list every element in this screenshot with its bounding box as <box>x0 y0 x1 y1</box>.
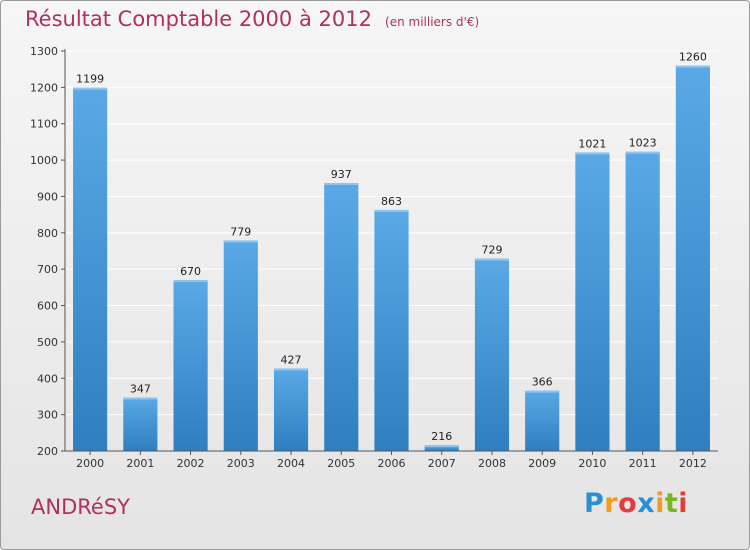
axes <box>61 49 718 455</box>
y-tick-label: 400 <box>37 372 58 385</box>
proxiti-logo: Proxiti <box>584 488 688 519</box>
bar-2012 <box>675 65 710 451</box>
bar-highlight-2001 <box>123 397 158 400</box>
value-label-2002: 670 <box>180 265 201 278</box>
bar-highlight-2003 <box>223 240 258 243</box>
y-tick-label: 200 <box>37 445 58 458</box>
bar-2010 <box>575 152 610 452</box>
x-tick-label-2000: 2000 <box>76 457 104 470</box>
x-tick-label-2009: 2009 <box>528 457 556 470</box>
bar-2005 <box>324 183 359 451</box>
y-tick-label: 600 <box>37 300 58 313</box>
bar-2003 <box>223 240 258 451</box>
bar-2001 <box>123 397 158 451</box>
bar-2006 <box>374 209 409 451</box>
logo-letter: t <box>664 488 679 519</box>
value-label-2012: 1260 <box>679 51 707 64</box>
bar-highlight-2002 <box>173 280 208 283</box>
value-label-2003: 779 <box>230 225 251 238</box>
value-label-2001: 347 <box>130 383 151 396</box>
bar-highlight-2010 <box>575 152 610 155</box>
x-tick-label-2003: 2003 <box>227 457 255 470</box>
town-name: ANDRéSY <box>31 495 130 519</box>
y-tick-label: 700 <box>37 263 58 276</box>
logo-letter: i <box>655 488 665 519</box>
y-tick-label: 500 <box>37 336 58 349</box>
bar-2000 <box>73 87 108 452</box>
logo-letter: P <box>584 488 605 519</box>
x-tick-label-2008: 2008 <box>478 457 506 470</box>
bar-2004 <box>273 368 309 451</box>
bar-highlight-2006 <box>374 209 409 212</box>
bar-2011 <box>625 151 660 451</box>
x-tick-label-2010: 2010 <box>578 457 606 470</box>
bar-highlight-2008 <box>474 258 510 261</box>
bar-2007 <box>424 445 459 451</box>
value-label-2006: 863 <box>381 195 402 208</box>
y-tick-label: 1000 <box>30 154 58 167</box>
value-label-2005: 937 <box>331 168 352 181</box>
logo-letter: i <box>678 488 689 519</box>
bar-highlight-2000 <box>73 87 108 90</box>
y-tick-label: 800 <box>37 227 58 240</box>
bar-highlight-2011 <box>625 151 660 154</box>
chart-title: Résultat Comptable 2000 à 2012 <box>25 7 372 31</box>
bars <box>73 65 710 452</box>
x-tick-label-2011: 2011 <box>629 457 657 470</box>
bar-2009 <box>525 390 560 451</box>
x-tick-label-2006: 2006 <box>378 457 406 470</box>
x-tick-label-2005: 2005 <box>327 457 355 470</box>
value-label-2007: 216 <box>431 430 452 443</box>
x-tick-label-2002: 2002 <box>177 457 205 470</box>
bar-highlight-2005 <box>324 183 359 185</box>
x-tick-label-2007: 2007 <box>428 457 456 470</box>
bar-highlight-2004 <box>273 368 309 371</box>
chart-title-block: Résultat Comptable 2000 à 2012 (en milli… <box>25 7 479 31</box>
y-tick-label: 1100 <box>30 118 58 131</box>
bar-highlight-2009 <box>525 390 560 393</box>
logo-letter: r <box>604 488 619 519</box>
bar-2002 <box>173 280 208 451</box>
y-tick-label: 1300 <box>30 45 58 58</box>
y-tick-label: 1200 <box>30 81 58 94</box>
bar-highlight-2012 <box>675 65 710 68</box>
logo-letter: o <box>618 488 638 519</box>
y-tick-label: 300 <box>37 409 58 422</box>
x-tick-label-2001: 2001 <box>126 457 154 470</box>
value-label-2010: 1021 <box>578 137 606 150</box>
value-label-2008: 729 <box>481 244 502 257</box>
value-label-2009: 366 <box>532 376 553 389</box>
bar-2008 <box>474 258 510 451</box>
x-tick-label-2012: 2012 <box>679 457 707 470</box>
logo-letter: x <box>637 488 656 519</box>
value-label-2000: 1199 <box>76 73 104 86</box>
y-tick-label: 900 <box>37 190 58 203</box>
value-label-2004: 427 <box>281 353 302 366</box>
chart-subtitle: (en milliers d'€) <box>385 15 480 29</box>
x-tick-label-2004: 2004 <box>277 457 305 470</box>
bar-highlight-2007 <box>424 445 459 448</box>
labels: 200 300 400 500 600 700 800 900 1000 1100 1200 1300… <box>30 45 707 470</box>
value-label-2011: 1023 <box>629 137 657 150</box>
